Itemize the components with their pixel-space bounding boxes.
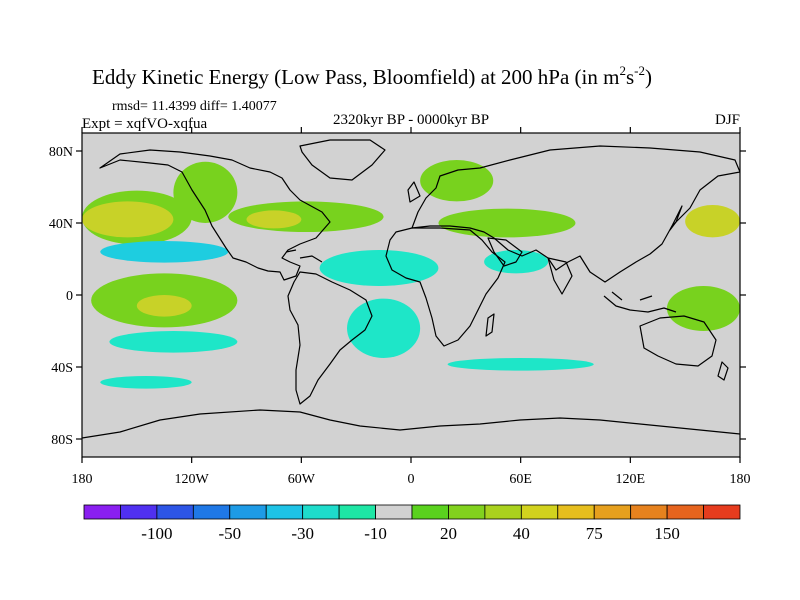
field-north-pacific-jet-core-east- [685,205,740,238]
coast-japan [669,205,683,231]
colorbar-label: -30 [291,524,314,543]
colorbar-swatch [593,504,632,520]
title-sup2: -2 [634,63,645,78]
field-tropical-east-pacific-core [136,295,192,317]
coast-antarctica [82,409,740,439]
experiment-label: Expt = xqfVO-xqfua [82,116,207,132]
coastlines [82,139,740,439]
colorbar-swatch [156,504,194,520]
stats-text: rmsd= 11.4399 diff= 1.40077 [112,99,277,114]
field-western-pacific-maritime [666,286,740,331]
colorbar-swatch [229,504,267,520]
coast-india [547,257,573,295]
coast-arabia [487,237,523,267]
field-north-pacific-jet-core [82,201,174,238]
colorbar-label: 40 [513,524,530,543]
colorbar-swatch [703,504,741,520]
colorbar-label: -50 [218,524,241,543]
field-subtropical-pacific-anomaly [100,241,229,263]
colorbar-swatch [484,504,522,520]
y-tick-label: 0 [66,289,73,304]
colorbar-swatch [83,504,121,520]
coast-africa [385,227,506,347]
colorbar-label: 20 [440,524,457,543]
coast-eurasia [411,145,740,283]
title-sup1: 2 [619,63,626,78]
colorbar-swatch [192,504,231,520]
coast-madagascar [485,313,495,337]
colorbar-label: 150 [654,524,680,543]
y-tick-label: 80S [51,433,73,448]
chart-title: Eddy Kinetic Energy (Low Pass, Bloomfiel… [92,63,652,89]
field-south-atlantic-diagonal [347,298,421,358]
field-europe-scandinavia [420,160,494,202]
title-close: ) [645,65,652,89]
colorbar-swatch [630,504,668,520]
colorbar-label: -100 [141,524,172,543]
colorbar-swatch [557,504,595,520]
x-tick-label: 60W [288,472,316,487]
coast-new-zealand [717,361,729,381]
y-tick-label: 40N [49,217,73,232]
colorbar-swatch [411,504,449,520]
y-tick-label: 80N [49,145,73,160]
coast-britain [407,181,421,203]
colorbar-swatch [265,504,304,520]
x-tick-label: 120E [616,472,646,487]
colorbar-swatch [666,504,704,520]
colorbar-label: 75 [586,524,603,543]
y-tick-label: 40S [51,361,73,376]
colorbar-swatch [520,504,559,520]
field-eastern-north-pacific-us-west [173,161,238,223]
colorbar-swatch [448,504,486,520]
x-tick-label: 60E [509,472,532,487]
x-tick-label: 180 [72,472,93,487]
coast-north-america [99,149,331,281]
x-tick-label: 180 [730,472,751,487]
x-tick-label: 0 [408,472,415,487]
coast-indonesia [603,291,677,313]
season-label: DJF [715,112,740,128]
period-label: 2320kyr BP - 0000kyr BP [333,112,489,128]
field-subtropical-atlantic-anomaly [319,250,439,286]
colorbar-swatch [120,504,158,520]
coast-caribbean [285,249,323,263]
colorbar-swatch [302,504,340,520]
colorbar-label: -10 [364,524,387,543]
coast-australia [639,315,717,367]
colorbar-swatch [375,504,413,520]
coast-greenland [299,139,386,181]
x-tick-label: 120W [175,472,210,487]
field-south-pacific-band [109,331,238,353]
field-middle-east-jet [438,208,576,238]
coast-south-america [287,271,373,405]
axis-ticks: 180 120W 60W 0 60E 120E 180 80N 40N 0 40S 80S [49,127,751,487]
colorbar-swatch [338,504,376,520]
field-southern-ocean [100,376,192,389]
field-south-indian-ocean [447,358,594,371]
map-area: 180 120W 60W 0 60E 120E 180 80N 40N 0 40S 80S [49,127,751,487]
title-main: Eddy Kinetic Energy (Low Pass, Bloomfiel… [92,65,619,89]
field-north-atlantic-jet-core [246,210,302,229]
colorbar: -100 -50 -30 -10 20 40 75 150 [83,504,741,543]
title-s: s [626,65,634,89]
